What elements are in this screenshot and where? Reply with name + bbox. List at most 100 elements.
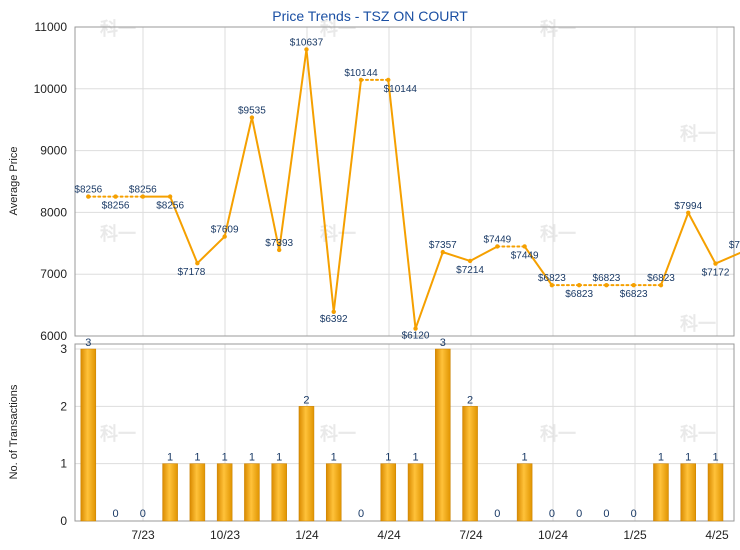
price-line-segment	[278, 48, 308, 251]
line-y-tick-label: 11000	[35, 20, 68, 34]
transaction-bar	[435, 348, 451, 522]
line-y-tick-label: 8000	[40, 205, 67, 219]
x-tick-label: 7/23	[131, 528, 155, 542]
price-line-segment	[523, 245, 553, 287]
price-data-label: $6392	[320, 314, 348, 325]
watermark-text: 科一	[320, 223, 356, 244]
x-tick-label: 1/24	[295, 528, 319, 542]
price-data-label: $7609	[211, 225, 239, 236]
line-y-tick-label: 6000	[40, 329, 67, 343]
price-data-label: $7178	[177, 267, 205, 278]
price-data-label: $7172	[702, 268, 730, 279]
transaction-bar	[653, 463, 669, 522]
bar-y-tick-label: 3	[60, 342, 67, 356]
watermark-text: 科一	[100, 18, 136, 39]
price-data-label: $8256	[156, 201, 184, 212]
transaction-bar	[462, 406, 478, 522]
price-data-label: $10144	[344, 68, 378, 79]
bar-y-axis-label: No. of Transactions	[8, 384, 20, 479]
bar-value-label: 3	[85, 337, 91, 349]
watermark-text: 科一	[680, 123, 716, 144]
chart-title: Price Trends - TSZ ON COURT	[272, 8, 468, 24]
price-point	[140, 194, 146, 199]
transaction-bar	[380, 463, 397, 522]
bar-value-label: 1	[712, 452, 718, 464]
price-line-segment	[469, 245, 499, 262]
bar-value-label: 3	[440, 337, 446, 349]
transaction-bar	[271, 463, 287, 522]
price-line-segment	[169, 195, 199, 265]
bar-value-label: 0	[113, 508, 119, 520]
line-y-tick-label: 7000	[40, 267, 67, 281]
x-tick-label: 7/24	[459, 528, 483, 542]
price-point	[195, 260, 200, 266]
price-data-label: $10144	[384, 84, 418, 95]
price-point	[440, 249, 446, 255]
transaction-bar	[325, 463, 342, 522]
price-data-label: $6120	[402, 331, 430, 342]
bar-value-label: 1	[412, 452, 418, 464]
price-data-label: $8256	[102, 201, 130, 212]
price-data-label: $7393	[265, 238, 293, 249]
line-y-tick-label: 9000	[40, 144, 67, 158]
price-line-segment	[687, 211, 717, 265]
bar-value-label: 0	[576, 508, 582, 520]
price-data-label: $6823	[593, 273, 621, 284]
price-point	[522, 244, 527, 249]
watermark-text: 科一	[100, 223, 136, 244]
transaction-bar	[298, 406, 315, 522]
bar-y-tick-label: 0	[60, 514, 67, 528]
bar-value-label: 1	[249, 452, 255, 464]
bar-y-tick-label: 1	[60, 457, 67, 471]
price-line-segment	[659, 211, 690, 287]
price-data-label: $6823	[538, 273, 566, 284]
price-data-label: $7449	[483, 234, 511, 245]
watermark-text: 科一	[680, 313, 716, 334]
price-data-label: $9535	[238, 106, 266, 117]
line-y-tick-label: 10000	[34, 82, 68, 96]
price-point	[86, 194, 91, 199]
price-point	[495, 244, 500, 249]
price-line-segment	[714, 251, 740, 265]
price-point	[686, 210, 691, 215]
price-line-segment	[305, 48, 335, 313]
transaction-bar	[407, 463, 424, 522]
bar-value-label: 1	[331, 452, 337, 464]
price-data-label: $7449	[511, 250, 539, 261]
bar-value-label: 0	[549, 508, 555, 520]
price-line-segment	[414, 251, 444, 330]
price-point	[467, 258, 473, 264]
price-point	[413, 326, 418, 331]
watermark-text: 科一	[540, 223, 576, 244]
x-tick-label: 10/23	[210, 528, 240, 542]
price-point	[222, 234, 227, 239]
line-plot-frame	[74, 26, 735, 337]
price-point	[713, 261, 718, 266]
price-line-segment	[332, 78, 362, 313]
price-line-segment	[387, 78, 417, 330]
bar-value-label: 0	[494, 508, 500, 520]
price-data-label: $6823	[565, 289, 593, 300]
transaction-bar	[244, 463, 260, 522]
transaction-bar	[162, 463, 178, 522]
transaction-bar	[680, 463, 696, 522]
price-point	[549, 282, 555, 288]
bar-y-tick-label: 2	[60, 399, 67, 413]
price-point	[658, 282, 664, 288]
price-point	[167, 194, 173, 199]
price-point	[331, 309, 336, 314]
bar-value-label: 1	[222, 452, 228, 464]
line-y-axis-label: Average Price	[8, 147, 20, 216]
price-point	[604, 282, 609, 288]
transaction-bar	[189, 463, 206, 522]
watermark-text: 科一	[320, 423, 356, 444]
price-data-label: $6823	[647, 273, 675, 284]
price-data-label: $10637	[290, 37, 324, 48]
price-point	[249, 115, 255, 120]
bar-value-label: 1	[658, 452, 664, 464]
price-data-label: $8256	[129, 185, 157, 196]
watermark-text: 科一	[540, 18, 576, 39]
x-tick-label: 4/25	[705, 528, 729, 542]
